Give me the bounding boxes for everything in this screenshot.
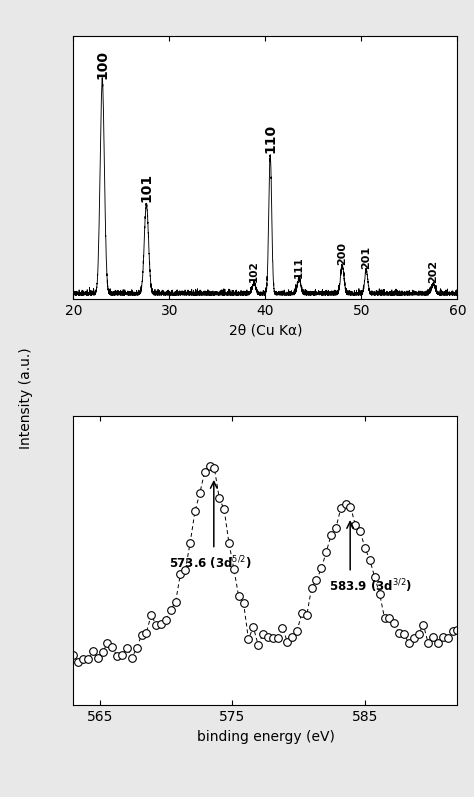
Text: 111: 111 (294, 257, 304, 278)
Text: 102: 102 (249, 261, 259, 282)
Text: 583.9 (3d$^{3/2}$): 583.9 (3d$^{3/2}$) (328, 578, 411, 595)
Text: 573.6 (3d$^{5/2}$): 573.6 (3d$^{5/2}$) (169, 555, 251, 572)
Text: 110: 110 (263, 124, 277, 153)
X-axis label: 2θ (Cu Kα): 2θ (Cu Kα) (228, 324, 302, 338)
Text: 202: 202 (428, 260, 438, 284)
Text: 201: 201 (361, 246, 371, 269)
Text: Intensity (a.u.): Intensity (a.u.) (19, 347, 33, 450)
Text: 101: 101 (139, 173, 154, 202)
X-axis label: binding energy (eV): binding energy (eV) (197, 730, 334, 744)
Text: 200: 200 (337, 242, 347, 265)
Text: 100: 100 (95, 49, 109, 79)
